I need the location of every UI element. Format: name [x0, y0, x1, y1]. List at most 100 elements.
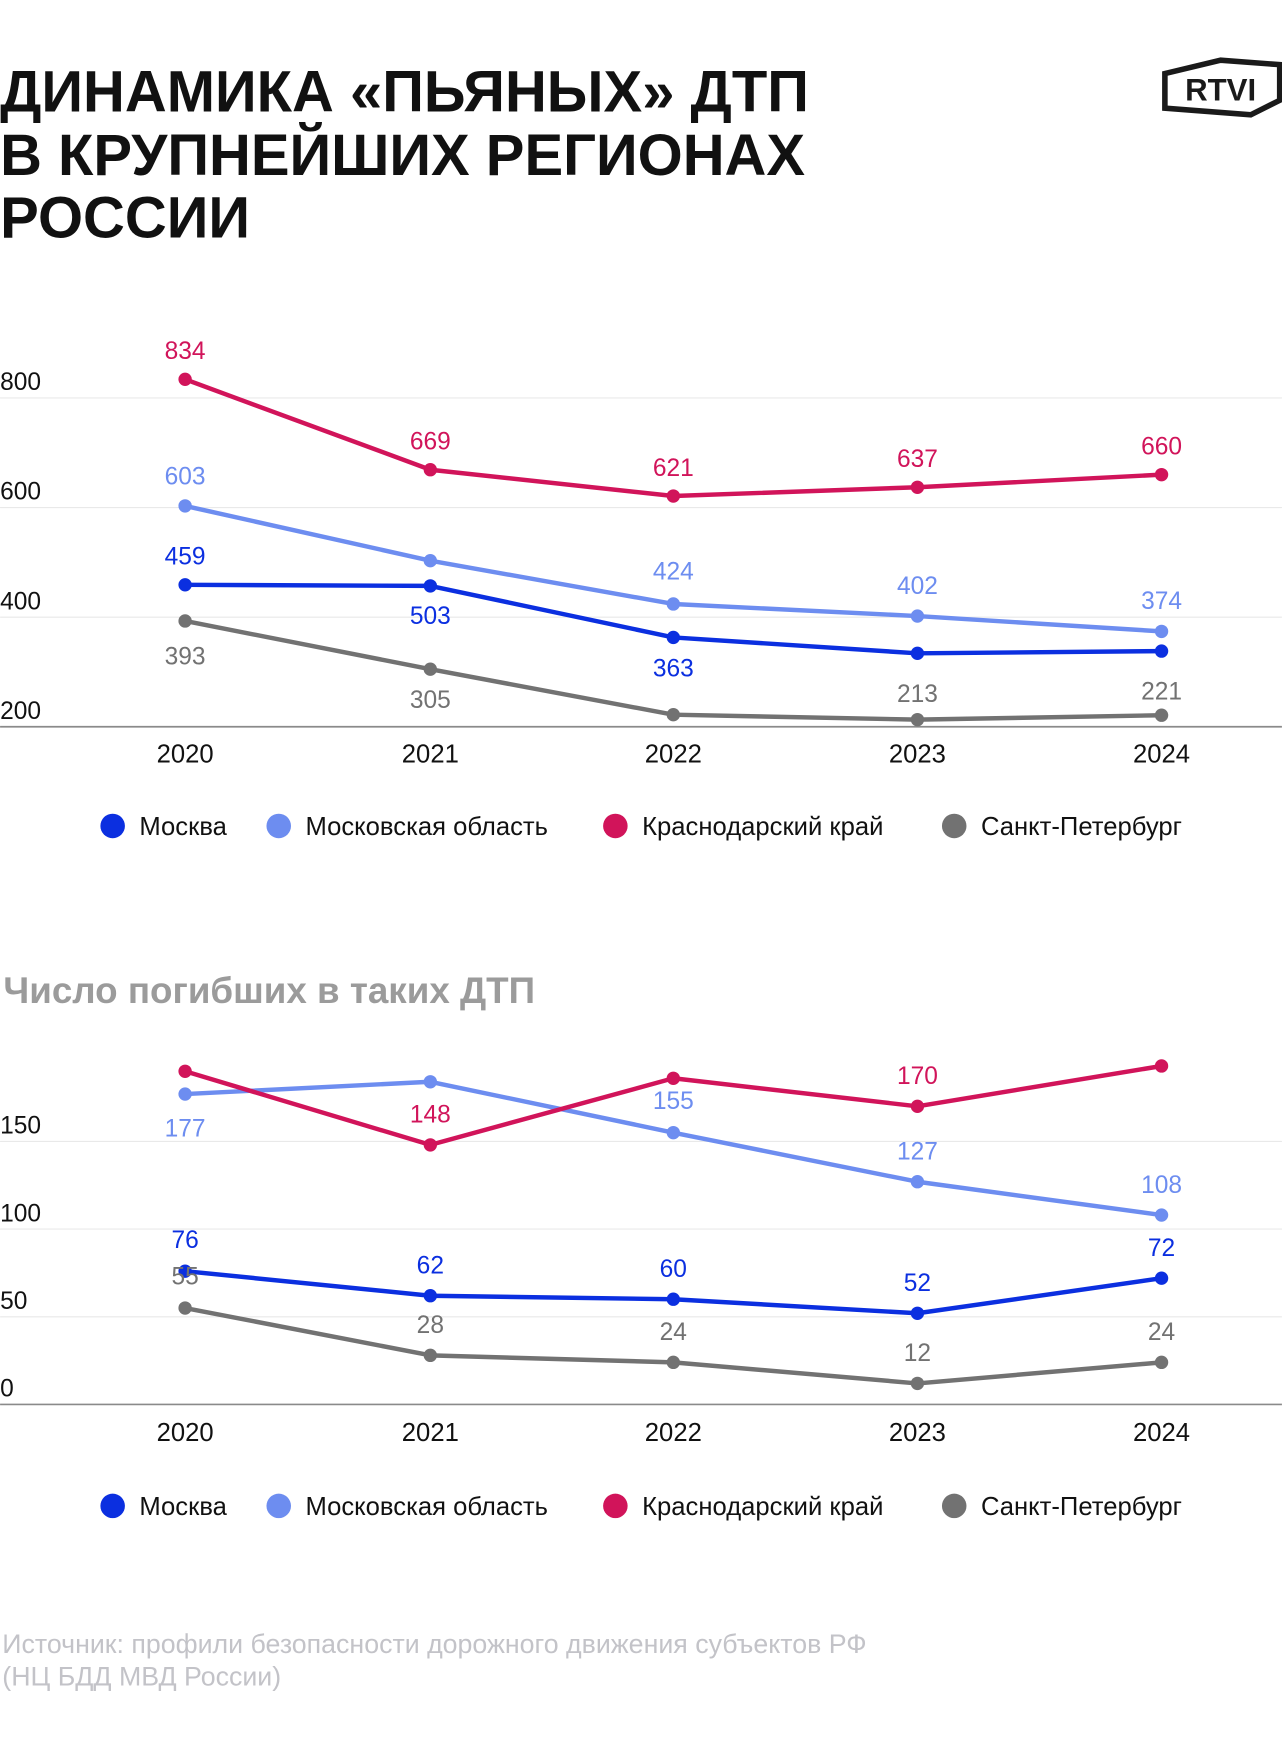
data-point	[910, 712, 925, 727]
data-label: 170	[897, 1063, 938, 1090]
legend-label: Краснодарский край	[642, 813, 883, 841]
legend-item: Московская область	[266, 1493, 548, 1521]
data-point	[423, 662, 438, 676]
legend-marker	[603, 1493, 628, 1519]
legend-item: Московская область	[266, 813, 548, 841]
data-point	[178, 372, 192, 386]
data-point	[910, 646, 925, 661]
data-label: 72	[1148, 1235, 1175, 1262]
data-label: 374	[1141, 588, 1182, 615]
data-label: 503	[410, 603, 451, 630]
legend-label: Москва	[139, 1493, 227, 1521]
data-label: 148	[410, 1102, 451, 1129]
title-line-2: В КРУПНЕЙШИХ РЕГИОНАХ	[0, 123, 805, 188]
data-label: 402	[897, 573, 938, 600]
data-label: 305	[410, 687, 451, 714]
data-point	[910, 480, 925, 494]
data-label: 177	[165, 1115, 206, 1142]
series-1: 603 424 402 374	[165, 464, 1182, 639]
rtvi-logo: RTVI	[1162, 57, 1282, 118]
x-tick-label: 2020	[157, 1419, 214, 1447]
series-1: 177 155 127 108	[165, 1075, 1182, 1222]
series-2: 148 170	[178, 1059, 1169, 1152]
data-point	[423, 1075, 438, 1089]
legend-marker	[266, 813, 291, 839]
y-tick-label: 150	[0, 1113, 41, 1140]
data-label: 393	[165, 643, 206, 670]
data-label: 52	[904, 1270, 931, 1297]
x-tick-label: 2022	[645, 1419, 702, 1447]
data-label: 669	[410, 429, 451, 456]
legend-label: Московская область	[305, 813, 547, 841]
data-label: 155	[653, 1088, 694, 1115]
data-point	[178, 614, 192, 628]
data-label: 76	[171, 1227, 198, 1254]
data-point	[666, 1292, 681, 1306]
legend-marker	[941, 1493, 967, 1519]
chart-2-title: Число погибших в таких ДТП	[3, 970, 535, 1011]
data-point	[1154, 624, 1169, 639]
y-tick-label: 50	[0, 1288, 27, 1315]
data-point	[423, 463, 438, 477]
data-label: 621	[653, 455, 694, 482]
data-label: 660	[1141, 434, 1182, 461]
data-point	[666, 1125, 681, 1140]
chart-deaths: 0 50 100 150 2020 2021 2022 2023 2024 76 62 60 52 72 М…	[0, 1059, 1282, 1521]
data-point	[1154, 708, 1169, 722]
legend-label: Санкт-Петербург	[981, 813, 1182, 841]
legend-marker	[941, 813, 967, 839]
svg-text:RTVI: RTVI	[1185, 72, 1256, 107]
data-point	[423, 1348, 438, 1363]
data-point	[178, 499, 192, 513]
legend-item: Краснодарский край	[603, 1493, 883, 1521]
data-point	[910, 609, 925, 623]
legend-label: Москва	[139, 813, 227, 841]
x-tick-label: 2024	[1133, 740, 1190, 768]
source-line-2: (НЦ БДД МВД России)	[2, 1661, 281, 1691]
data-point	[423, 1289, 438, 1303]
data-point	[666, 1355, 681, 1370]
legend-label: Краснодарский край	[642, 1493, 883, 1521]
legend-item: Москва	[100, 1493, 228, 1521]
series-0: 76 62 60 52 72	[171, 1227, 1175, 1320]
data-point	[1154, 1208, 1169, 1222]
series-3: 393 305 213 221	[165, 614, 1182, 727]
data-label: 12	[904, 1340, 931, 1367]
data-point	[178, 1087, 192, 1101]
data-label: 603	[165, 464, 206, 491]
data-label: 213	[897, 681, 938, 708]
legend-marker	[266, 1493, 291, 1519]
data-point	[178, 1264, 192, 1278]
x-tick-label: 2022	[645, 740, 702, 768]
y-tick-label: 200	[0, 698, 41, 725]
data-label: 424	[653, 558, 694, 585]
y-tick-label: 600	[0, 479, 41, 506]
legend-item: Краснодарский край	[603, 813, 883, 841]
x-tick-label: 2023	[889, 1419, 946, 1447]
data-label: 127	[897, 1138, 938, 1165]
data-label: 834	[165, 338, 206, 365]
legend-item: Санкт-Петербург	[941, 813, 1182, 841]
data-point	[666, 1071, 681, 1085]
data-label: 363	[653, 655, 694, 682]
data-point	[1154, 1355, 1169, 1370]
data-point	[666, 489, 681, 503]
data-label: 221	[1141, 679, 1182, 706]
data-point	[910, 1099, 925, 1114]
x-tick-label: 2023	[889, 740, 946, 768]
data-point	[423, 1138, 438, 1152]
data-label: 24	[660, 1319, 687, 1346]
y-tick-label: 0	[0, 1376, 14, 1403]
y-tick-label: 100	[0, 1200, 41, 1227]
title-line-3: РОССИИ	[0, 186, 250, 250]
series-3: 55 28 24 12 24	[171, 1264, 1175, 1391]
data-point	[666, 708, 681, 722]
legend-item: Санкт-Петербург	[941, 1493, 1182, 1521]
legend-label: Московская область	[305, 1493, 547, 1521]
legend-marker	[100, 1493, 125, 1519]
data-label: 28	[417, 1312, 444, 1339]
data-point	[1154, 467, 1169, 482]
data-point	[1154, 644, 1169, 658]
x-tick-label: 2021	[402, 740, 459, 768]
